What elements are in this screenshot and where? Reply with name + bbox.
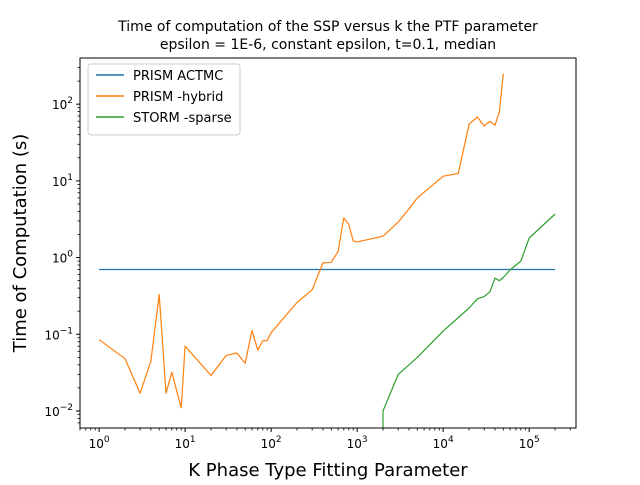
series-layer	[98, 73, 556, 428]
x-tick-label: 104	[433, 435, 454, 451]
x-tick-label: 103	[347, 435, 368, 451]
chart-title-line-1: Time of computation of the SSP versus k …	[117, 19, 538, 35]
plot-frame	[79, 57, 577, 429]
x-tick-label: 100	[89, 435, 110, 451]
legend-label: STORM -sparse	[133, 111, 232, 126]
x-tick-label: 102	[261, 435, 282, 451]
y-tick-label: 102	[52, 96, 73, 112]
series-line-prism-hybrid	[98, 73, 504, 409]
legend-label: PRISM -hybrid	[133, 90, 223, 105]
legend-label: PRISM ACTMC	[133, 69, 223, 84]
x-tick-label: 105	[519, 435, 540, 451]
y-tick-label: 10−1	[44, 326, 73, 342]
legend: PRISM ACTMC PRISM -hybrid STORM -sparse	[87, 63, 241, 136]
y-tick-label: 10−2	[44, 403, 73, 419]
legend-box	[87, 63, 241, 136]
y-axis-label: Time of Computation (s)	[10, 134, 31, 354]
x-tick-label: 101	[175, 435, 196, 451]
x-axis-label: K Phase Type Fitting Parameter	[188, 460, 468, 480]
chart-title-line-2: epsilon = 1E-6, constant epsilon, t=0.1,…	[160, 37, 496, 53]
y-tick-label: 100	[52, 250, 73, 266]
series-line-storm-sparse	[382, 213, 556, 428]
y-tick-label: 101	[52, 173, 73, 189]
tick-layer: 100 101 102 103 104 105 10−2 10−1 100 101 102	[44, 67, 571, 451]
